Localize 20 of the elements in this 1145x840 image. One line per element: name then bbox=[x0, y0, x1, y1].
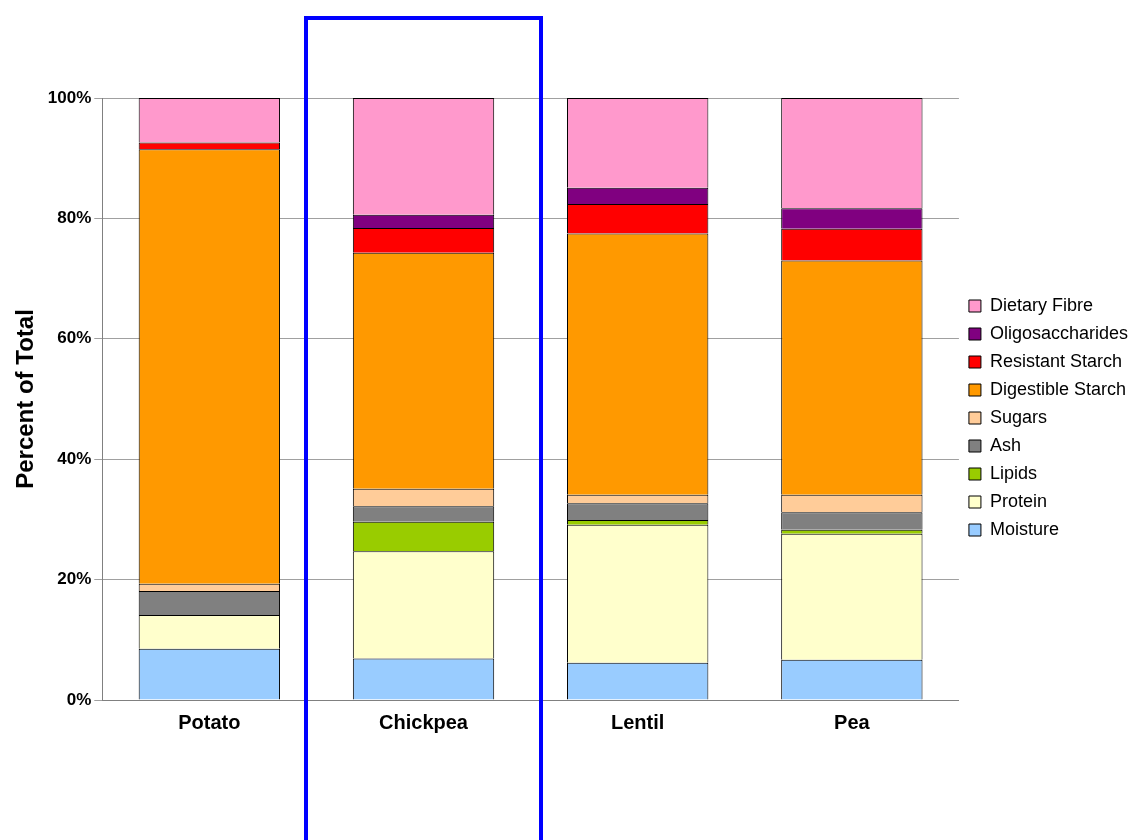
legend-label: Moisture bbox=[989, 518, 1059, 539]
legend-label: Sugars bbox=[989, 406, 1047, 427]
x-tick-label: Pea bbox=[834, 710, 871, 733]
x-tick-label: Chickpea bbox=[379, 710, 469, 733]
legend-label: Oligosaccharides bbox=[989, 322, 1129, 343]
legend-label: Resistant Starch bbox=[989, 350, 1122, 371]
y-tick-label: 0% bbox=[66, 689, 92, 709]
y-tick-label: 40% bbox=[57, 448, 92, 468]
y-tick-label: 80% bbox=[57, 208, 92, 228]
y-tick-label: 100% bbox=[47, 87, 92, 107]
x-tick-label: Potato bbox=[178, 710, 241, 733]
legend-label: Lipids bbox=[989, 462, 1037, 483]
legend-label: Protein bbox=[989, 490, 1047, 511]
y-tick-label: 60% bbox=[57, 328, 92, 348]
y-axis-title: Percent of Total bbox=[11, 309, 39, 489]
y-tick-label: 20% bbox=[57, 569, 92, 589]
x-tick-label: Lentil bbox=[611, 710, 665, 733]
legend-label: Dietary Fibre bbox=[989, 294, 1093, 315]
legend-label: Ash bbox=[989, 434, 1021, 455]
legend-label: Digestible Starch bbox=[989, 378, 1127, 399]
